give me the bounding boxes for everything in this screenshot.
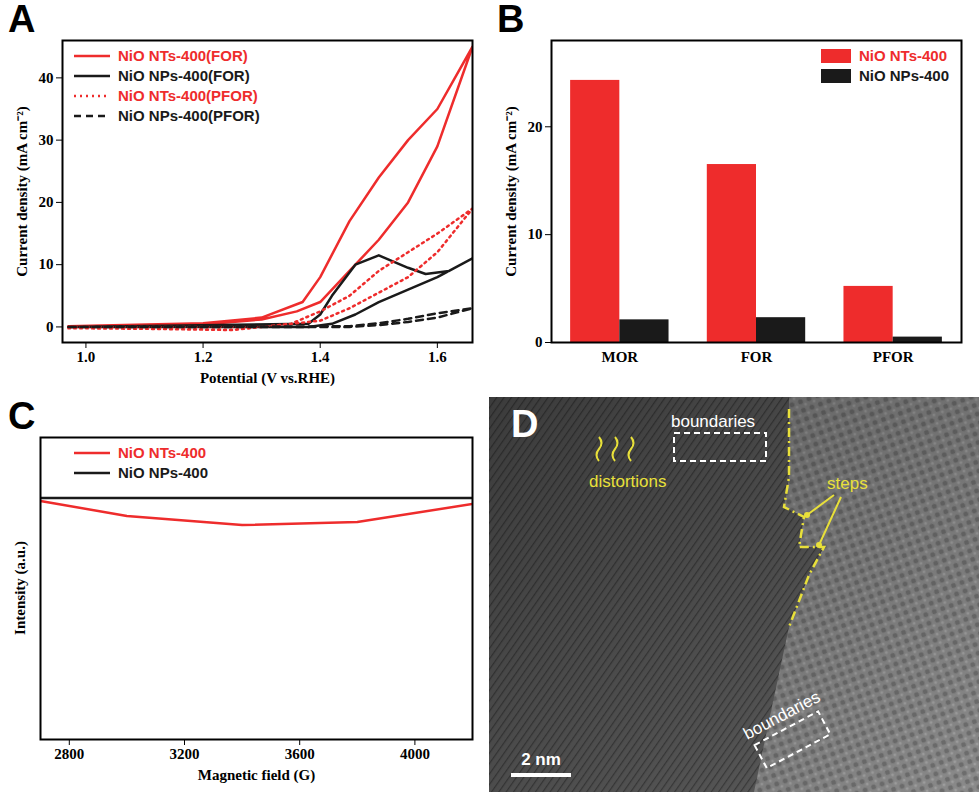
svg-text:FOR: FOR — [741, 349, 773, 365]
svg-text:20: 20 — [528, 119, 543, 135]
html-text:D: D — [511, 403, 539, 445]
html-text:NiO NPs-400(PFOR): NiO NPs-400(PFOR) — [118, 107, 260, 124]
html-text:NiO NTs-400: NiO NTs-400 — [859, 47, 947, 64]
svg-text:0: 0 — [535, 334, 543, 350]
html-text:NiO NPs-400: NiO NPs-400 — [118, 464, 208, 481]
svg-text:1.4: 1.4 — [311, 349, 330, 365]
svg-text:1.0: 1.0 — [77, 349, 96, 365]
svg-text:PFOR: PFOR — [873, 349, 914, 365]
svg-text:4000: 4000 — [400, 746, 430, 762]
html-text:NiO NTs-400(PFOR): NiO NTs-400(PFOR) — [118, 87, 258, 104]
svg-text:40: 40 — [39, 70, 54, 86]
svg-text:20: 20 — [39, 194, 54, 210]
svg-text:Current density (mA cm⁻²): Current density (mA cm⁻²) — [503, 106, 520, 276]
svg-text:3200: 3200 — [170, 746, 200, 762]
html-text:NiO NTs-400: NiO NTs-400 — [118, 444, 207, 461]
svg-text:MOR: MOR — [601, 349, 638, 365]
svg-text:0: 0 — [46, 319, 54, 335]
svg-text:Magnetic field (G): Magnetic field (G) — [198, 767, 315, 784]
svg-text:steps: steps — [827, 474, 868, 493]
svg-text:Current density (mA cm⁻²): Current density (mA cm⁻²) — [14, 106, 31, 276]
svg-text:2800: 2800 — [54, 746, 84, 762]
svg-text:3600: 3600 — [285, 746, 315, 762]
html-text:C: C — [8, 395, 36, 437]
svg-text:Potential (V vs.RHE): Potential (V vs.RHE) — [200, 370, 335, 387]
svg-text:boundaries: boundaries — [740, 687, 824, 744]
svg-text:1.6: 1.6 — [428, 349, 447, 365]
svg-text:distortions: distortions — [589, 472, 666, 491]
svg-text:1.2: 1.2 — [194, 349, 213, 365]
html-text:Intensity (a.u.): Intensity (a.u.) — [11, 541, 28, 635]
svg-text:10: 10 — [39, 256, 54, 272]
svg-text:boundaries: boundaries — [671, 412, 755, 431]
html-text:NiO NPs-400: NiO NPs-400 — [859, 67, 949, 84]
svg-text:30: 30 — [39, 132, 54, 148]
svg-text:2 nm: 2 nm — [521, 750, 561, 769]
html-text:NiO NPs-400(FOR): NiO NPs-400(FOR) — [118, 67, 250, 84]
svg-text:10: 10 — [528, 226, 543, 242]
html-text:NiO NTs-400(FOR): NiO NTs-400(FOR) — [118, 47, 248, 64]
